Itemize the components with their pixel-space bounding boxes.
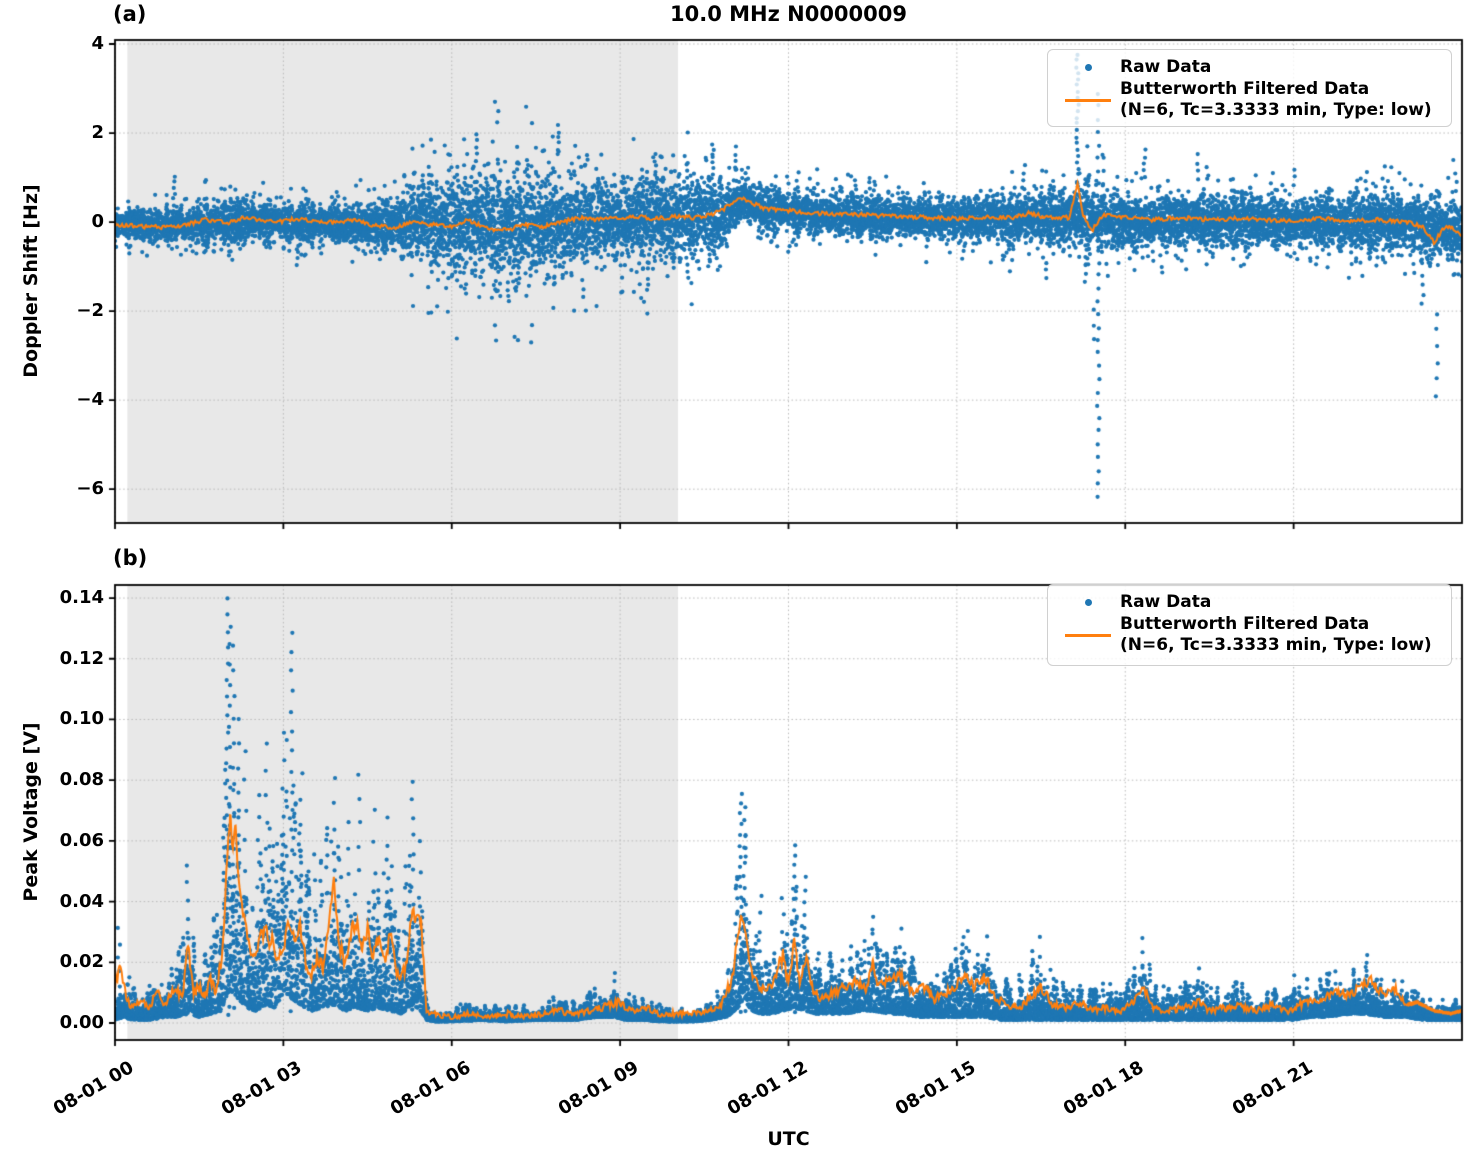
legend-filtered-label-line2: (N=6, Tc=3.3333 min, Type: low)	[1120, 100, 1432, 120]
y-tick-label: 0.02	[59, 951, 104, 973]
x-axis-label: UTC	[767, 1128, 810, 1150]
y-tick-label: 0.06	[59, 829, 104, 851]
legend-panel-b: Raw Data Butterworth Filtered Data (N=6, …	[1047, 584, 1452, 666]
filtered-data-marker-wrap	[1056, 633, 1120, 637]
y-tick-label: 0	[91, 211, 104, 233]
y-tick-label: 0.04	[59, 890, 104, 912]
legend-item-raw: Raw Data	[1056, 592, 1443, 613]
legend-raw-label: Raw Data	[1120, 57, 1212, 77]
y-tick-label: −2	[76, 300, 104, 322]
filtered-data-marker-wrap	[1056, 98, 1120, 102]
filtered-data-line-icon	[1065, 633, 1111, 637]
legend-raw-label: Raw Data	[1120, 592, 1212, 612]
y-tick-label: −4	[76, 389, 104, 411]
y-tick-label: 2	[91, 122, 104, 144]
raw-data-marker-wrap	[1056, 64, 1120, 71]
legend-item-raw: Raw Data	[1056, 57, 1443, 78]
legend-filtered-label-line1: Butterworth Filtered Data	[1120, 614, 1370, 634]
legend-filtered-label-line1: Butterworth Filtered Data	[1120, 79, 1370, 99]
y-tick-label: 4	[91, 33, 104, 54]
raw-data-dot-icon	[1084, 64, 1092, 71]
y-tick-label: 0.08	[59, 769, 104, 791]
raw-data-marker-wrap	[1056, 599, 1120, 606]
legend-panel-a: Raw Data Butterworth Filtered Data (N=6, …	[1047, 49, 1452, 127]
legend-filtered-label-line2: (N=6, Tc=3.3333 min, Type: low)	[1120, 635, 1432, 655]
legend-item-filtered: Butterworth Filtered Data (N=6, Tc=3.3333…	[1056, 614, 1443, 656]
y-axis-label-voltage: Peak Voltage [V]	[20, 722, 42, 902]
raw-data-dot-icon	[1084, 599, 1092, 606]
legend-item-filtered: Butterworth Filtered Data (N=6, Tc=3.3333…	[1056, 79, 1443, 121]
panel-b-label: (b)	[113, 546, 148, 570]
y-tick-label: 0.14	[59, 587, 104, 609]
legend-filtered-label: Butterworth Filtered Data (N=6, Tc=3.3333…	[1120, 614, 1432, 656]
y-tick-label: −6	[76, 478, 104, 500]
page-title: 10.0 MHz N0000009	[670, 2, 907, 26]
filtered-data-line-icon	[1065, 98, 1111, 102]
y-tick-label: 0.10	[59, 708, 104, 730]
panel-a-label: (a)	[113, 2, 147, 26]
y-tick-label: 0.12	[59, 647, 104, 669]
legend-filtered-label: Butterworth Filtered Data (N=6, Tc=3.3333…	[1120, 79, 1432, 121]
y-tick-label: 0.00	[59, 1012, 104, 1033]
